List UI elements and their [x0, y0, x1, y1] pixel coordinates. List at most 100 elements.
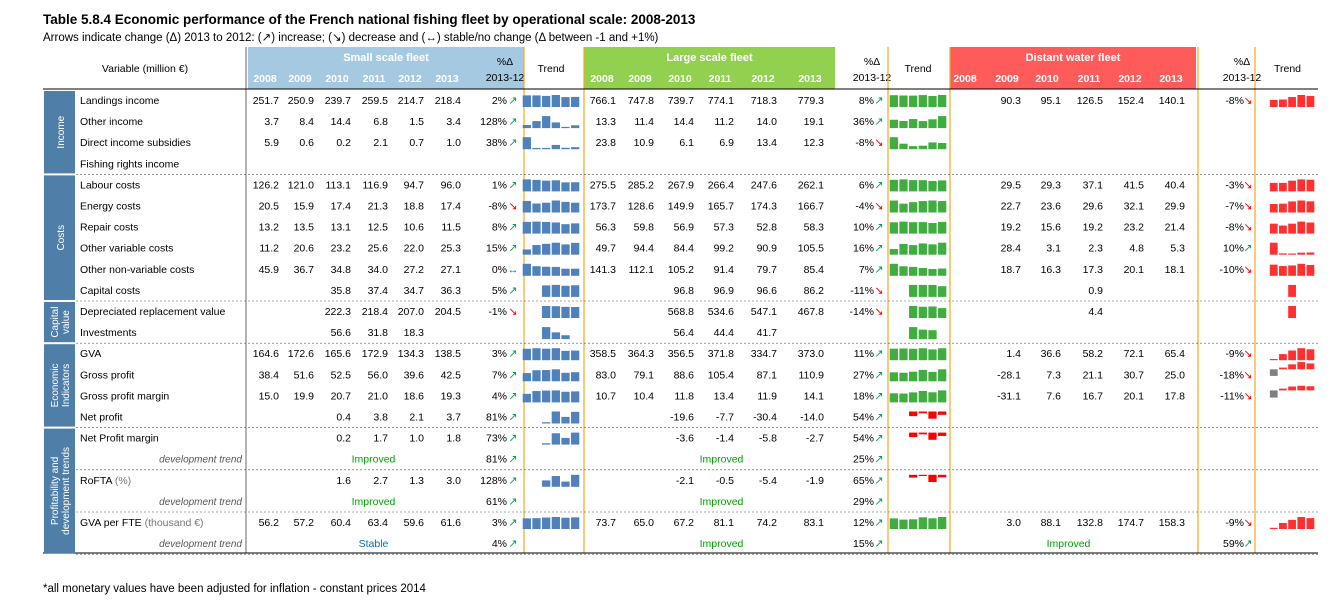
- table-cell: 10.9: [634, 137, 655, 149]
- row-label: Direct income subsidies: [80, 137, 191, 149]
- table-cell: 56.9: [674, 222, 695, 234]
- sparkline-bar: [889, 249, 898, 255]
- table-cell: 19.1: [804, 116, 825, 128]
- sparkline-bar: [938, 411, 947, 415]
- sparkline-bar: [561, 306, 570, 318]
- sparkline-bar: [522, 348, 531, 361]
- pct-change-cell: -3%: [1225, 179, 1244, 191]
- table-cell: 52.8: [757, 222, 778, 234]
- pct-change-cell: 54%: [853, 433, 874, 445]
- table-cell: 36.6: [1041, 348, 1062, 360]
- sparkline-bar: [928, 411, 937, 419]
- change-arrow-icon: ↗: [508, 348, 517, 360]
- table-cell: 0.7: [409, 137, 424, 149]
- sparkline-bar: [1279, 182, 1287, 192]
- change-arrow-icon: ↗: [508, 222, 517, 234]
- group-label: Capitalvalue: [50, 307, 72, 338]
- sparkline-bar: [571, 391, 580, 403]
- table-cell: 5.3: [1170, 243, 1185, 255]
- table-cell: 20.1: [1124, 390, 1145, 402]
- table-cell: 134.3: [398, 348, 424, 360]
- table-cell: 56.3: [596, 222, 617, 234]
- change-arrow-icon: ↘: [874, 201, 883, 213]
- pct-change-cell: 15%: [853, 538, 874, 550]
- sparkline-bar: [532, 147, 541, 150]
- table-cell: 373.0: [798, 348, 824, 360]
- change-arrow-icon: ↗: [1243, 538, 1252, 550]
- sparkline-bar: [551, 369, 560, 382]
- sparkline-bar: [532, 121, 541, 129]
- sparkline-bar: [551, 200, 560, 213]
- sparkline-bar: [1269, 527, 1278, 529]
- sparkline-bar: [899, 393, 908, 403]
- sparkline-bar: [551, 433, 560, 445]
- table-cell: 2.1: [409, 412, 424, 424]
- sparkline-bar: [1306, 95, 1315, 107]
- sparkline-bar: [542, 370, 551, 382]
- row-label-dev-trend: development trend: [159, 455, 242, 466]
- sparkline-bar: [542, 306, 551, 318]
- sparkline-bar: [542, 180, 551, 192]
- sparkline-bar: [1279, 253, 1287, 255]
- table-cell: 39.6: [404, 369, 425, 381]
- table-cell: 31.8: [368, 327, 389, 339]
- table-cell: 99.2: [714, 243, 735, 255]
- row-label: GVA: [80, 348, 101, 360]
- sparkline-bar: [899, 95, 908, 107]
- pct-change-cell: -8%: [488, 201, 507, 213]
- group-label: EconomicIndicators: [50, 363, 72, 407]
- year-header: 2010: [668, 73, 692, 85]
- table-cell: 1.5: [409, 116, 424, 128]
- sparkline-bar: [522, 221, 531, 234]
- table-cell: 63.4: [368, 517, 389, 529]
- sparkline-bar: [542, 202, 551, 213]
- table-cell: 2.3: [1088, 243, 1103, 255]
- row-label: Net profit: [80, 412, 123, 424]
- pct-change-cell: -18%: [1219, 369, 1244, 381]
- table-cell: 718.3: [751, 95, 777, 107]
- sparkline-bar: [909, 306, 918, 318]
- sparkline-bar: [1306, 349, 1315, 361]
- table-cell: 158.3: [1159, 517, 1185, 529]
- table-cell: 1.8: [446, 433, 461, 445]
- sparkline-bar: [1269, 359, 1278, 361]
- table-cell: -5.8: [759, 433, 777, 445]
- pct-change-cell: -8%: [1225, 95, 1244, 107]
- table-cell: 14.4: [674, 116, 695, 128]
- sparkline-bar: [571, 242, 580, 255]
- table-cell: 116.9: [363, 179, 389, 191]
- table-cell: 13.4: [714, 390, 735, 402]
- pct-change-cell: 81%: [486, 412, 507, 424]
- table-cell: 73.7: [596, 517, 617, 529]
- table-cell: 172.9: [362, 348, 388, 360]
- table-cell: 79.7: [757, 264, 778, 276]
- table-cell: 23.2: [1124, 222, 1145, 234]
- sparkline-bar: [909, 119, 918, 129]
- table-cell: -28.1: [997, 369, 1021, 381]
- table-cell: 15.0: [259, 390, 280, 402]
- change-arrow-icon: ↘: [508, 201, 517, 213]
- sparkline-bar: [938, 369, 947, 382]
- table-cell: 85.4: [804, 264, 825, 276]
- table-cell: 56.2: [259, 517, 280, 529]
- sparkline-bar: [551, 122, 560, 129]
- sparkline-bar: [542, 243, 551, 255]
- table-cell: 250.9: [288, 95, 314, 107]
- table-cell: 36.3: [441, 285, 462, 297]
- table-cell: 34.7: [404, 285, 425, 297]
- development-trend-text: Improved: [700, 496, 744, 508]
- sparkline-bar: [1288, 97, 1296, 107]
- year-header: 2012: [751, 73, 775, 85]
- sparkline-bar: [551, 242, 560, 255]
- group-label: Profitability anddevelopment trends: [50, 447, 72, 535]
- table-cell: 10.4: [634, 390, 655, 402]
- pct-change-cell: 3%: [492, 348, 507, 360]
- sparkline-bar: [909, 180, 918, 192]
- row-label: Other non-variable costs: [80, 264, 194, 276]
- change-arrow-icon: ↗: [508, 475, 517, 487]
- pct-change-cell: -11%: [1220, 390, 1244, 402]
- change-arrow-icon: ↘: [1243, 369, 1252, 381]
- sparkline-bar: [909, 411, 918, 417]
- table-cell: 779.3: [798, 95, 824, 107]
- table-cell: 35.8: [331, 285, 352, 297]
